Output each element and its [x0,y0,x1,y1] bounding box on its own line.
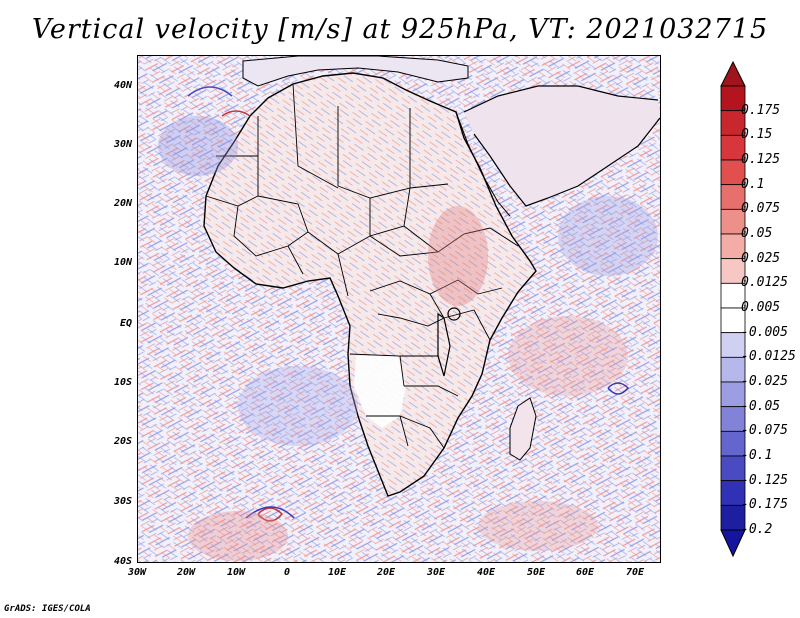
lat-label: 40S [113,556,132,567]
colorbar-label: 0.075 [741,201,781,217]
colorbar-cell [720,208,746,235]
colorbar-label: -0.125 [741,472,788,488]
colorbar-cell [720,159,746,186]
lon-label: 10E [327,567,347,578]
lon-label: 20E [376,567,396,578]
lon-label: 20W [176,567,196,578]
colorbar [720,60,746,558]
colorbar-cell [720,430,746,457]
colorbar-label: -0.1 [741,448,773,463]
colorbar-label: -0.05 [741,398,781,414]
lat-label: 10S [113,377,132,388]
lon-label: 30E [426,567,446,578]
map-plot-area [137,55,661,563]
colorbar-label: -0.005 [741,324,788,340]
colorbar-label: 0.005 [741,300,781,315]
lon-label: 0 [283,567,291,578]
colorbar-top-arrow [720,60,746,87]
colorbar-cell [720,134,746,161]
lon-label: 30W [127,567,147,578]
colorbar-label: -0.2 [741,522,773,537]
colorbar-label: -0.0125 [741,349,796,365]
colorbar-bottom-arrow [720,529,746,558]
map-title: Vertical velocity [m/s] at 925hPa, VT: 2… [31,14,769,45]
field-and-coastlines [138,56,660,562]
lat-label: 10N [113,257,132,268]
cyclone-features [187,86,630,522]
colorbar-label: 0.05 [741,226,773,241]
field-blotches [158,116,658,561]
colorbar-cell [720,233,746,260]
colorbar-label: -0.175 [741,497,788,513]
colorbar-label: 0.175 [741,102,781,118]
lon-label: 40E [476,567,496,578]
colorbar-cell [720,184,746,210]
colorbar-label: 0.0125 [741,275,788,291]
colorbar-cell [720,110,746,136]
colorbar-cell [720,504,746,531]
lat-label: 20S [113,436,132,447]
colorbar-label: 0.125 [741,152,781,167]
colorbar-label: -0.075 [741,423,788,439]
lat-label: 30S [113,496,132,507]
lat-label: 20N [113,198,132,209]
lat-label: 30N [113,139,132,150]
footer-credit: GrADS: IGES/COLA [4,604,91,614]
lat-label: EQ [119,318,132,329]
lon-label: 60E [575,567,595,578]
lon-label: 50E [526,567,546,578]
colorbar-label: 0.1 [741,176,765,192]
lon-label: 70E [625,567,645,578]
colorbar-label: 0.15 [741,127,773,143]
colorbar-cell [720,332,746,358]
lat-label: 40N [113,80,132,91]
colorbar-label: 0.025 [741,250,781,266]
colorbar-label: -0.025 [741,374,788,389]
colorbar-cell [720,455,746,482]
lon-label: 10W [226,567,246,578]
